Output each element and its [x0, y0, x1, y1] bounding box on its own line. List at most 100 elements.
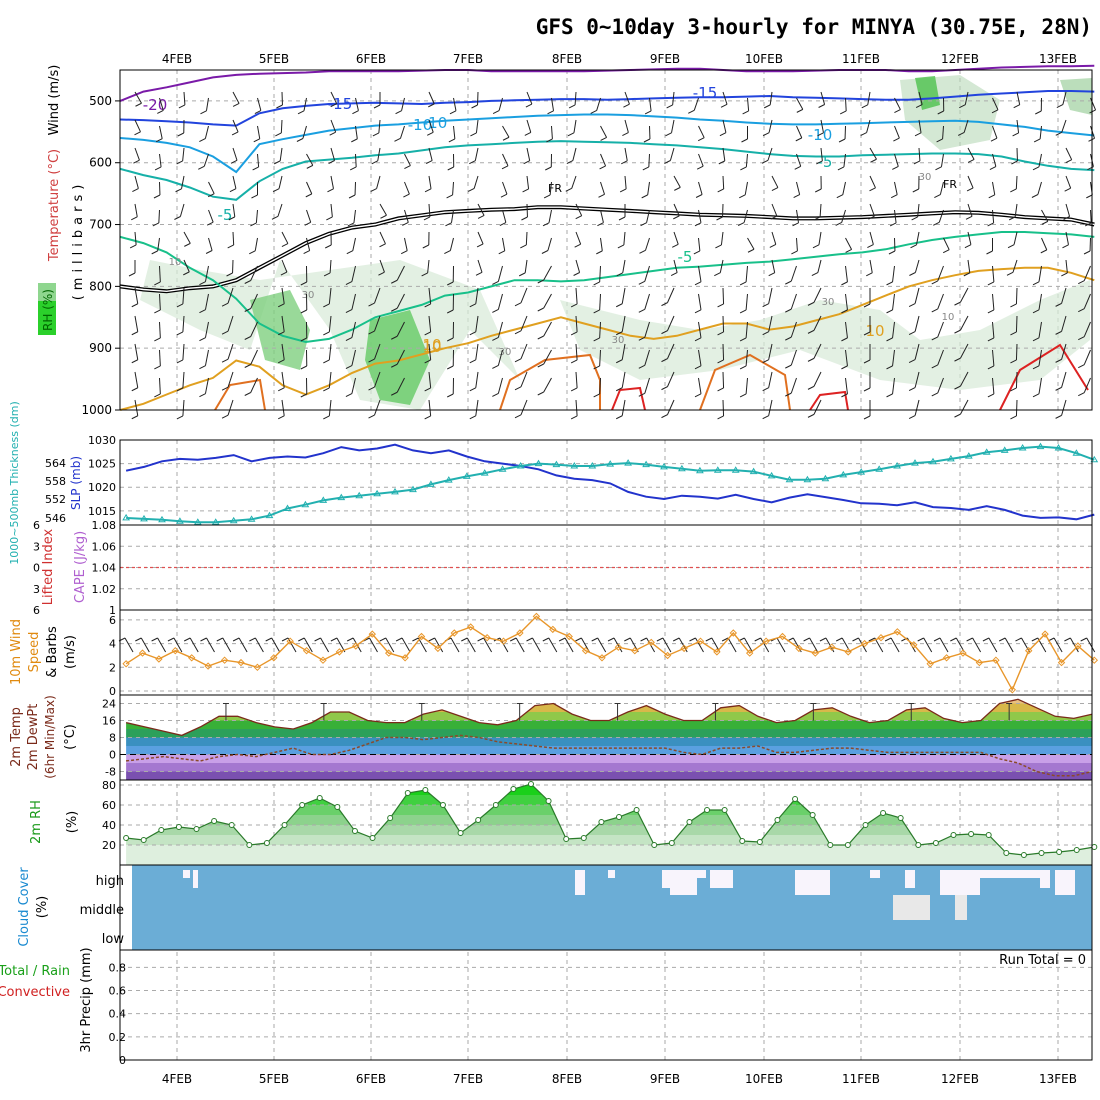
wind-barb-flag — [424, 303, 431, 308]
wind-barb-flag — [565, 187, 572, 192]
wind-barb — [158, 209, 160, 224]
wind-barb — [1015, 399, 1018, 417]
wind-barb-10m-flag — [281, 637, 289, 642]
wind-barb-10m — [597, 637, 607, 653]
wind-barb-flag — [537, 307, 544, 312]
wind-barb — [845, 237, 853, 250]
wind-barb-flag — [469, 331, 476, 336]
wind-barb — [520, 315, 528, 332]
temperature-side-label: Temperature (°C) — [47, 149, 62, 262]
wind-barb — [159, 293, 161, 311]
wind-barb-flag — [323, 415, 330, 420]
temp-band — [126, 737, 1092, 746]
wind-barb-flag — [796, 108, 804, 113]
wind-barb — [281, 399, 285, 416]
wind-barb-flag — [305, 193, 313, 198]
wind-barb — [869, 147, 877, 160]
wind-barb — [428, 343, 432, 360]
thickness-marker — [355, 491, 364, 499]
wind-barb — [328, 287, 332, 304]
wind-barb-flag — [228, 216, 236, 221]
slp-side-label: SLP (mb) — [69, 456, 83, 510]
wind-barb-flag — [987, 309, 995, 314]
wind-barb — [820, 119, 824, 133]
wind-barb-flag — [866, 272, 873, 277]
wind-barb — [330, 203, 333, 217]
rh-marker — [668, 840, 675, 846]
wind-barb — [250, 265, 258, 281]
isotherm-label: 30 — [499, 347, 512, 358]
isotherm-line — [120, 113, 1095, 174]
wind-barb-10m — [385, 637, 395, 653]
wind-barb — [623, 231, 626, 245]
wind-barb-flag — [954, 413, 961, 418]
wind-barb-flag — [597, 222, 604, 227]
wind-barb-flag — [908, 387, 916, 391]
rh-marker — [527, 781, 534, 787]
thickness-marker — [391, 487, 399, 495]
wind-barb-flag — [813, 216, 821, 221]
wind-barb-flag — [816, 160, 823, 165]
wind-barb-flag — [328, 160, 335, 164]
upper-side-label-group: Wind (m/s) Temperature (°C) — [47, 65, 62, 262]
wind-barb — [869, 259, 873, 273]
wind-barb-10m-flag — [884, 637, 892, 642]
wind-barb-flag — [176, 331, 184, 336]
wind-barb-flag — [1055, 386, 1062, 391]
wind-barb-flag — [176, 415, 184, 420]
wind-barb-flag — [987, 365, 995, 370]
wind-barb-flag — [665, 132, 672, 137]
wind-barb-flag — [1086, 194, 1093, 199]
thickness-marker — [319, 496, 328, 503]
wind-barb-flag — [306, 164, 314, 169]
wind-barb-flag — [300, 309, 308, 314]
wind-barb-flag — [446, 365, 454, 370]
wind-barb-10m — [727, 637, 737, 653]
wind-barb — [526, 175, 530, 189]
wind-barb-flag — [449, 110, 457, 115]
wind-barb-flag — [886, 337, 893, 342]
wind-barb — [600, 125, 608, 138]
wind-barb — [1061, 119, 1067, 133]
wind-barb — [182, 371, 185, 388]
wind-barb — [892, 293, 895, 310]
wind-barb — [722, 91, 728, 105]
isotherm-line-warm — [699, 353, 791, 411]
freezing-level-line — [119, 205, 1095, 294]
wind-barb-flag — [890, 194, 898, 199]
rh-marker — [985, 832, 992, 838]
wind-barb — [351, 265, 356, 282]
wind-barb-flag — [807, 329, 815, 334]
wind-barb — [796, 237, 798, 252]
thickness-tick-label: 546 — [45, 512, 66, 525]
rh-marker — [263, 840, 270, 846]
wind-barb-flag — [1010, 303, 1017, 308]
isotherm-line — [119, 64, 1095, 102]
rh-marker — [774, 817, 781, 823]
wind-barb — [574, 91, 577, 106]
wind-barb — [992, 209, 995, 223]
wind-barb — [669, 147, 675, 161]
rh-marker — [563, 836, 570, 842]
wind-barb-flag — [720, 103, 728, 108]
wind-barb-flag — [661, 358, 668, 363]
wind-barb-flag — [989, 166, 997, 171]
wind-barb — [918, 119, 922, 133]
wind-barb-flag — [863, 331, 871, 336]
wind-barb — [667, 287, 675, 303]
wind-barb-flag — [618, 216, 626, 221]
wind-barb-flag — [672, 243, 679, 248]
rh-marker — [1003, 850, 1010, 856]
wind-barb — [964, 91, 969, 105]
wind-barb — [1038, 153, 1042, 167]
wind-barb-flag — [537, 335, 544, 340]
wind-barb-10m-flag — [265, 637, 272, 642]
wind-barb — [204, 293, 209, 310]
wind-barb-flag — [931, 364, 938, 369]
wind-barb-flag — [244, 336, 251, 340]
wind-barb-flag — [908, 415, 916, 419]
wind-speed-marker — [729, 629, 738, 637]
wind-barb — [621, 399, 626, 416]
wind-barb-flag — [868, 215, 875, 220]
wind-barb — [960, 399, 969, 415]
